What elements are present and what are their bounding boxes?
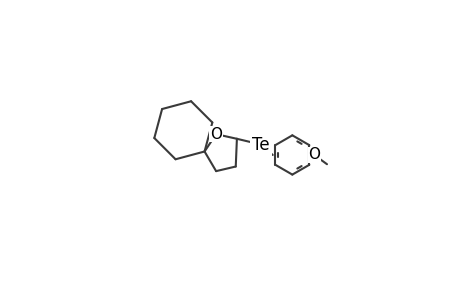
Text: O: O <box>210 127 222 142</box>
Text: O: O <box>308 148 319 163</box>
Text: Te: Te <box>252 136 269 154</box>
Text: Te: Te <box>252 136 269 154</box>
